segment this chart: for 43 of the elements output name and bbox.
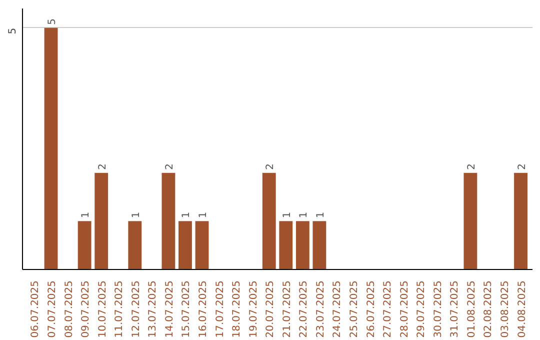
x-tick-label: 30.07.2025 <box>432 280 444 338</box>
x-tick-label: 18.07.2025 <box>232 280 243 338</box>
data-label: 2 <box>466 163 478 170</box>
data-label: 2 <box>516 163 528 170</box>
data-label: 1 <box>282 212 293 218</box>
x-tick-label: 14.07.2025 <box>164 280 176 338</box>
data-label: 1 <box>315 212 326 218</box>
x-tick-label: 02.08.2025 <box>483 280 494 338</box>
data-label: 1 <box>80 212 92 218</box>
x-tick-label: 08.07.2025 <box>64 280 75 338</box>
data-label: 2 <box>164 163 176 170</box>
data-label: 1 <box>181 212 192 218</box>
x-tick-label: 27.07.2025 <box>382 280 394 338</box>
data-label: 2 <box>265 163 276 170</box>
x-tick-label: 04.08.2025 <box>516 280 528 338</box>
x-tick-label: 13.07.2025 <box>148 280 159 338</box>
x-tick-label: 03.08.2025 <box>500 280 511 338</box>
x-tick-label: 28.07.2025 <box>399 280 410 338</box>
x-tick-label: 31.07.2025 <box>450 280 461 338</box>
x-tick-label: 22.07.2025 <box>298 280 310 338</box>
x-tick-label: 16.07.2025 <box>198 280 210 338</box>
x-tick-label: 15.07.2025 <box>181 280 192 338</box>
x-tick-label: 07.07.2025 <box>47 280 58 338</box>
data-label: 1 <box>298 212 310 218</box>
x-tick-label: 20.07.2025 <box>265 280 276 338</box>
x-tick-label: 09.07.2025 <box>80 280 92 338</box>
x-tick-label: 29.07.2025 <box>416 280 428 338</box>
x-tick-label: 23.07.2025 <box>315 280 326 338</box>
data-label: 1 <box>198 212 210 218</box>
x-tick-label: 12.07.2025 <box>130 280 142 338</box>
x-tick-label: 11.07.2025 <box>114 280 126 338</box>
x-tick-label: 24.07.2025 <box>332 280 344 338</box>
x-tick-label: 19.07.2025 <box>248 280 260 338</box>
x-tick-label: 10.07.2025 <box>97 280 108 338</box>
data-label: 5 <box>47 18 58 25</box>
data-label: 1 <box>130 212 142 218</box>
data-label: 2 <box>97 163 108 170</box>
x-tick-label: 17.07.2025 <box>214 280 226 338</box>
x-tick-label: 26.07.2025 <box>366 280 377 338</box>
x-tick-label: 01.08.2025 <box>466 280 478 338</box>
x-tick-label: 06.07.2025 <box>30 280 42 338</box>
x-tick-label: 21.07.2025 <box>282 280 293 338</box>
x-tick-label: 25.07.2025 <box>348 280 360 338</box>
